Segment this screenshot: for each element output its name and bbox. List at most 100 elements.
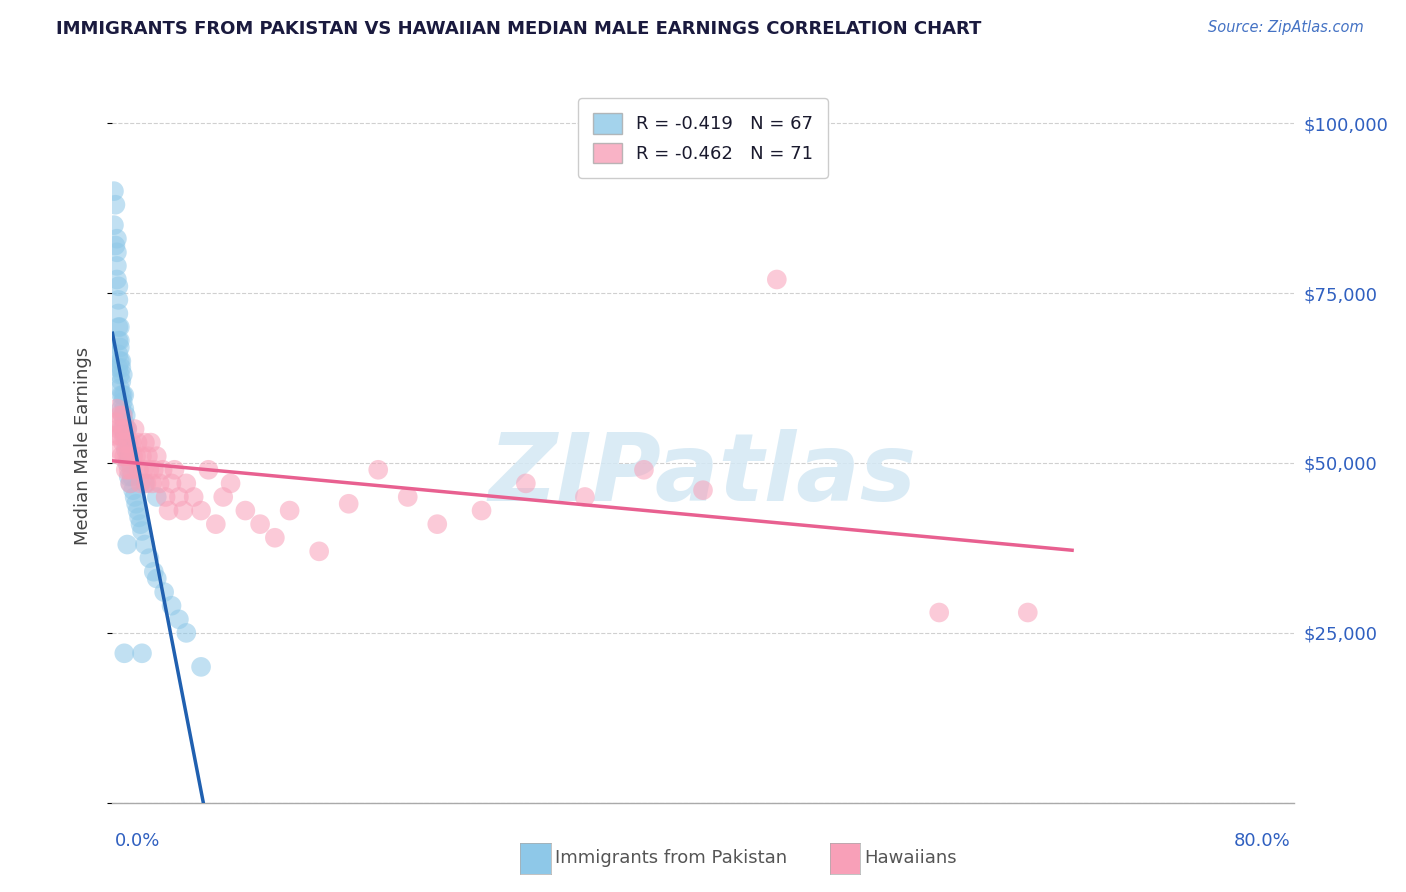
Point [142, 565, 165, 579]
Point [112, 429, 135, 443]
Point [125, 449, 148, 463]
Point [131, 449, 153, 463]
Point [172, 503, 194, 517]
Point [107, 320, 129, 334]
Point [107, 293, 129, 307]
Point [107, 347, 129, 361]
Point [190, 503, 212, 517]
Text: 0.0%: 0.0% [115, 832, 160, 850]
Point [124, 422, 146, 436]
Point [105, 401, 128, 416]
Point [112, 388, 135, 402]
Point [107, 422, 129, 436]
Point [146, 572, 169, 586]
Point [121, 435, 143, 450]
Point [112, 646, 135, 660]
Y-axis label: Median Male Earnings: Median Male Earnings [73, 347, 91, 545]
Point [152, 463, 174, 477]
Point [103, 429, 125, 443]
Point [111, 394, 134, 409]
Point [141, 476, 163, 491]
Point [110, 354, 132, 368]
Point [118, 435, 141, 450]
Point [219, 476, 242, 491]
Point [1017, 606, 1039, 620]
Point [129, 517, 152, 532]
Point [121, 469, 143, 483]
Point [183, 490, 205, 504]
Point [160, 476, 183, 491]
Point [142, 463, 165, 477]
Text: Immigrants from Pakistan: Immigrants from Pakistan [555, 849, 787, 867]
Point [111, 409, 134, 423]
Point [157, 503, 180, 517]
Point [174, 626, 197, 640]
Point [117, 422, 138, 436]
Point [766, 272, 789, 286]
Point [107, 360, 129, 375]
Point [135, 476, 157, 491]
Point [190, 660, 212, 674]
Point [131, 646, 153, 660]
Point [167, 612, 190, 626]
Point [112, 401, 135, 416]
Point [574, 490, 596, 504]
Point [112, 415, 135, 429]
Point [163, 463, 186, 477]
Point [121, 463, 143, 477]
Point [278, 503, 301, 517]
Point [110, 375, 132, 389]
Point [120, 449, 142, 463]
Point [134, 476, 156, 491]
Point [308, 544, 330, 558]
Point [117, 456, 138, 470]
Point [107, 334, 129, 348]
Point [108, 381, 131, 395]
Point [105, 272, 128, 286]
Point [118, 449, 141, 463]
Point [127, 435, 149, 450]
Point [515, 476, 537, 491]
Point [112, 449, 135, 463]
Point [426, 517, 449, 532]
Point [114, 435, 136, 450]
Point [134, 435, 156, 450]
Text: 80.0%: 80.0% [1234, 832, 1291, 850]
Point [114, 422, 136, 436]
Point [108, 409, 131, 423]
Point [111, 409, 134, 423]
Point [124, 490, 146, 504]
Point [233, 503, 256, 517]
Point [136, 449, 159, 463]
Point [928, 606, 950, 620]
Point [125, 497, 148, 511]
Point [104, 415, 127, 429]
Point [139, 435, 162, 450]
Point [117, 449, 138, 463]
Text: Source: ZipAtlas.com: Source: ZipAtlas.com [1208, 20, 1364, 35]
Point [114, 442, 136, 457]
Text: ZIPatlas: ZIPatlas [489, 428, 917, 521]
Point [111, 422, 134, 436]
Point [104, 198, 127, 212]
Point [197, 463, 219, 477]
Point [110, 360, 132, 375]
Point [114, 409, 136, 423]
Point [367, 463, 389, 477]
Point [108, 354, 131, 368]
Point [122, 483, 145, 498]
Point [167, 490, 190, 504]
Point [108, 320, 131, 334]
Point [131, 524, 153, 538]
Point [160, 599, 183, 613]
Point [105, 232, 128, 246]
Point [122, 449, 145, 463]
Point [155, 490, 177, 504]
Text: Hawaiians: Hawaiians [865, 849, 957, 867]
Point [105, 245, 128, 260]
Point [108, 368, 131, 382]
Point [112, 422, 135, 436]
Point [470, 503, 494, 517]
Point [110, 422, 132, 436]
Point [212, 490, 235, 504]
